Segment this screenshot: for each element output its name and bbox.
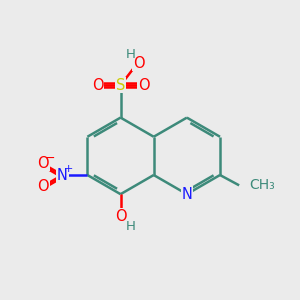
Text: N: N <box>182 187 192 202</box>
Text: O: O <box>37 179 49 194</box>
Text: H: H <box>126 220 136 233</box>
Text: O: O <box>37 156 49 171</box>
Text: O: O <box>115 209 126 224</box>
Text: CH₃: CH₃ <box>249 178 275 192</box>
Text: H: H <box>126 48 136 62</box>
Text: O: O <box>92 78 103 93</box>
Text: O: O <box>133 56 145 70</box>
Text: S: S <box>116 78 125 93</box>
Text: −: − <box>45 152 56 165</box>
Text: N: N <box>57 167 68 182</box>
Text: +: + <box>64 164 74 173</box>
Text: O: O <box>138 78 149 93</box>
